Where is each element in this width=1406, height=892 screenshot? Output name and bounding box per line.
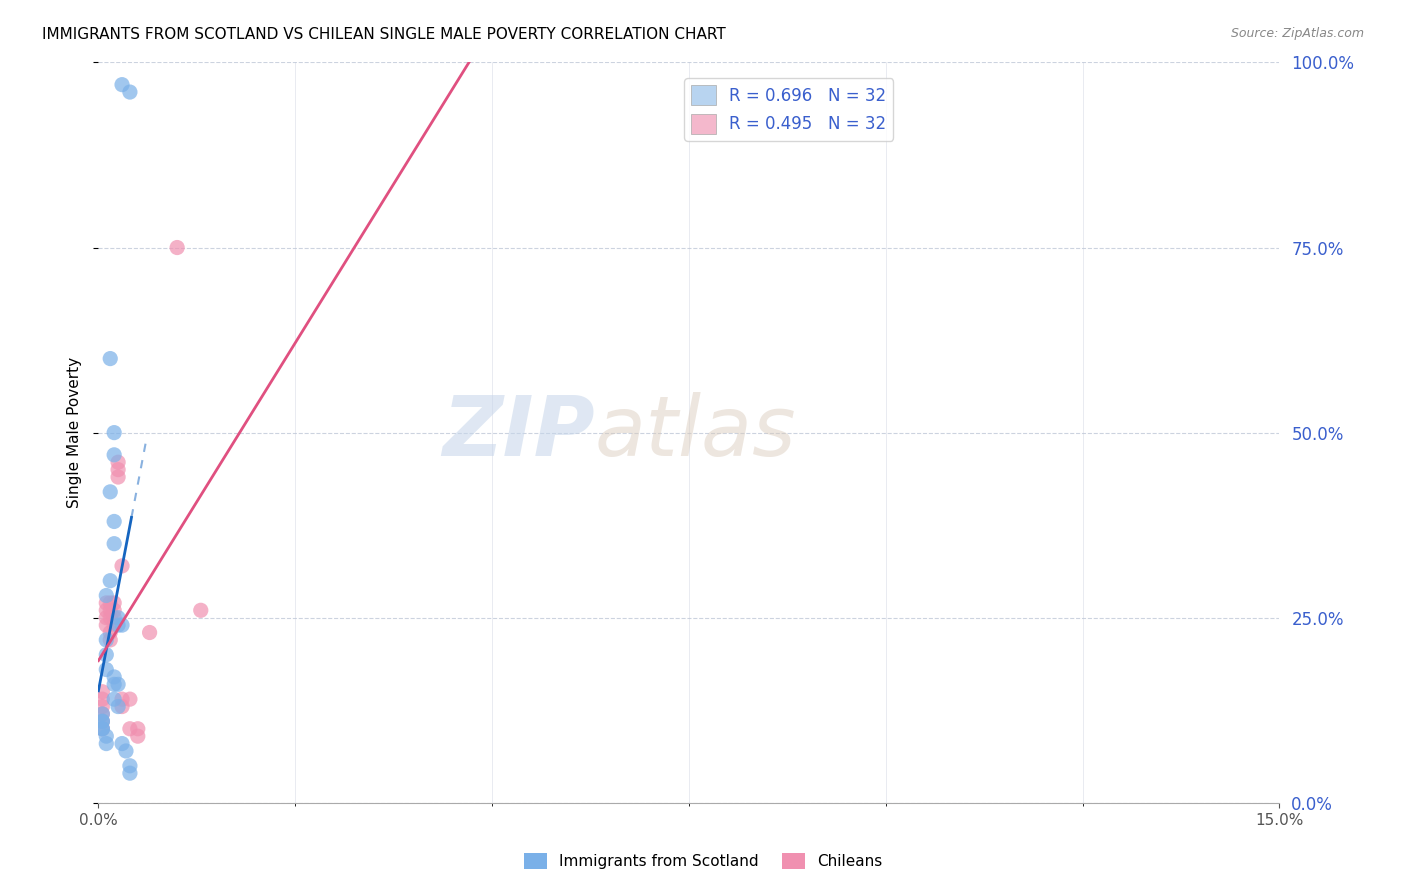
Point xyxy=(96,648,118,662)
Point xyxy=(118,722,141,736)
Point xyxy=(111,699,134,714)
Point xyxy=(115,744,138,758)
Point xyxy=(107,618,129,632)
Point xyxy=(118,758,141,772)
Text: Source: ZipAtlas.com: Source: ZipAtlas.com xyxy=(1230,27,1364,40)
Point xyxy=(103,515,125,529)
Point xyxy=(166,240,188,255)
Point xyxy=(91,714,114,729)
Y-axis label: Single Male Poverty: Single Male Poverty xyxy=(67,357,83,508)
Point xyxy=(91,714,114,729)
Point xyxy=(98,574,121,588)
Point xyxy=(96,589,118,603)
Point xyxy=(98,632,121,647)
Point xyxy=(103,448,125,462)
Point xyxy=(107,610,129,624)
Point xyxy=(107,455,129,469)
Point xyxy=(98,625,121,640)
Point xyxy=(111,558,134,573)
Point xyxy=(91,722,114,736)
Point xyxy=(91,706,114,721)
Point xyxy=(103,596,125,610)
Point xyxy=(98,596,121,610)
Point xyxy=(98,603,121,617)
Point xyxy=(107,677,129,691)
Point xyxy=(118,85,141,99)
Point xyxy=(103,610,125,624)
Point xyxy=(98,610,121,624)
Legend: R = 0.696   N = 32, R = 0.495   N = 32: R = 0.696 N = 32, R = 0.495 N = 32 xyxy=(685,78,893,141)
Point xyxy=(91,722,114,736)
Point xyxy=(98,484,121,499)
Point xyxy=(107,699,129,714)
Point xyxy=(91,714,114,729)
Point xyxy=(127,729,149,743)
Point xyxy=(107,470,129,484)
Point xyxy=(98,351,121,366)
Point xyxy=(96,737,118,751)
Point xyxy=(96,618,118,632)
Point xyxy=(103,670,125,684)
Point xyxy=(96,603,118,617)
Point xyxy=(96,663,118,677)
Point xyxy=(103,603,125,617)
Point xyxy=(103,425,125,440)
Point xyxy=(91,706,114,721)
Point xyxy=(103,618,125,632)
Text: atlas: atlas xyxy=(595,392,796,473)
Point xyxy=(91,722,114,736)
Point xyxy=(111,692,134,706)
Text: IMMIGRANTS FROM SCOTLAND VS CHILEAN SINGLE MALE POVERTY CORRELATION CHART: IMMIGRANTS FROM SCOTLAND VS CHILEAN SING… xyxy=(42,27,725,42)
Point xyxy=(111,618,134,632)
Point xyxy=(103,536,125,550)
Point xyxy=(127,722,149,736)
Point xyxy=(111,78,134,92)
Text: ZIP: ZIP xyxy=(441,392,595,473)
Point xyxy=(96,610,118,624)
Point xyxy=(118,692,141,706)
Point xyxy=(103,677,125,691)
Point xyxy=(96,729,118,743)
Point xyxy=(91,692,114,706)
Point xyxy=(96,632,118,647)
Point xyxy=(91,685,114,699)
Point xyxy=(91,699,114,714)
Point xyxy=(138,625,160,640)
Point xyxy=(111,737,134,751)
Legend: Immigrants from Scotland, Chileans: Immigrants from Scotland, Chileans xyxy=(517,847,889,875)
Point xyxy=(107,462,129,476)
Point xyxy=(118,766,141,780)
Point xyxy=(190,603,212,617)
Point xyxy=(96,596,118,610)
Point xyxy=(103,692,125,706)
